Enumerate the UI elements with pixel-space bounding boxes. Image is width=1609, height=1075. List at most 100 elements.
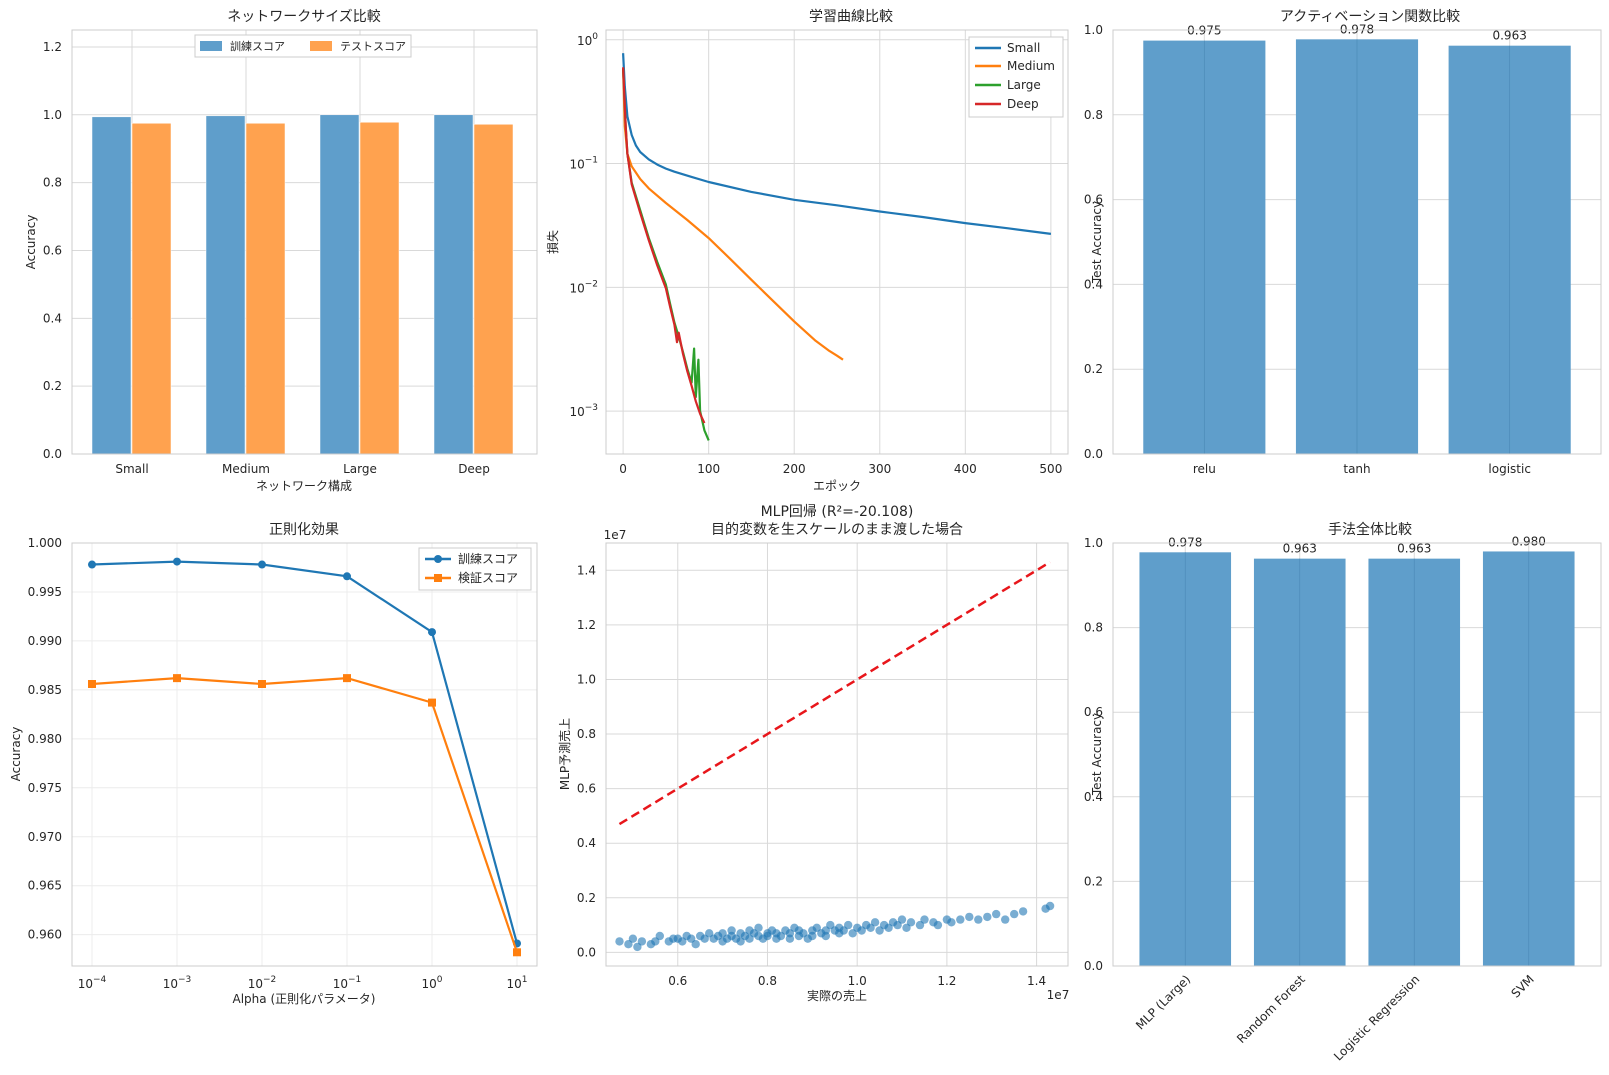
legend-label-large: Large bbox=[1007, 78, 1041, 92]
scatter-point bbox=[956, 915, 965, 924]
plot-frame bbox=[605, 542, 1069, 967]
scatter-point bbox=[983, 912, 992, 922]
scatter-point bbox=[1018, 907, 1028, 916]
scatter-point bbox=[808, 931, 817, 941]
y-tick-label: 10−3 bbox=[569, 403, 598, 419]
y-tick-label: 0.965 bbox=[28, 879, 62, 893]
bar-medium-test bbox=[245, 123, 286, 455]
scatter-point bbox=[821, 931, 830, 941]
x-tick-label: 400 bbox=[954, 462, 977, 476]
series-line-medium bbox=[622, 69, 844, 361]
legend-label-test: テストスコア bbox=[340, 40, 406, 53]
legend: Small Medium Large Deep bbox=[968, 36, 1064, 118]
scatter-point bbox=[1045, 901, 1055, 911]
scatter-point bbox=[992, 909, 1001, 919]
x-tick-label: logistic bbox=[1488, 462, 1531, 476]
legend-marker-train bbox=[434, 555, 442, 563]
y-offset-label: 1e7 bbox=[604, 528, 627, 542]
x-tick-label: 10−1 bbox=[333, 975, 362, 991]
y-tick-label: 1.4 bbox=[577, 563, 596, 577]
point-validation bbox=[428, 698, 436, 707]
x-tick-label: 0.8 bbox=[758, 974, 777, 988]
legend-label-validation: 検証スコア bbox=[458, 571, 518, 585]
chart-subtitle: 目的変数を生スケールのまま渡した場合 bbox=[711, 521, 963, 538]
plot-frame bbox=[71, 542, 538, 967]
scatter-point bbox=[933, 920, 943, 930]
y-axis-label: Test Accuracy bbox=[1090, 201, 1104, 284]
scatter-point bbox=[691, 940, 700, 949]
y-tick-label: 0.2 bbox=[1084, 362, 1103, 376]
y-tick-label: 0.8 bbox=[1084, 108, 1103, 122]
y-tick-label: 0.960 bbox=[28, 928, 62, 942]
point-validation bbox=[343, 674, 351, 683]
chart-title: 手法全体比較 bbox=[1328, 521, 1412, 538]
x-tick-label: relu bbox=[1193, 462, 1216, 476]
y-axis-label: Accuracy bbox=[9, 727, 23, 782]
legend-label-small: Small bbox=[1007, 41, 1040, 55]
y-axis-label: Test Accuracy bbox=[1090, 713, 1104, 796]
y-tick-label: 0.970 bbox=[28, 830, 62, 844]
bar-large-test bbox=[359, 122, 400, 455]
scatter-point bbox=[727, 926, 736, 935]
data-label: 0.963 bbox=[1283, 542, 1317, 556]
data-label: 0.975 bbox=[1187, 24, 1221, 38]
legend-marker-validation bbox=[434, 574, 442, 582]
scatter-point bbox=[1010, 909, 1019, 919]
x-tick-label: 10−2 bbox=[248, 975, 277, 991]
x-tick-label: 1.4 bbox=[1027, 974, 1046, 988]
y-tick-label: 0.8 bbox=[1084, 621, 1103, 635]
y-tick-label: 0.975 bbox=[28, 781, 62, 795]
x-tick-label: 100 bbox=[697, 462, 720, 476]
data-label: 0.980 bbox=[1512, 534, 1546, 548]
y-tick-label: 1.0 bbox=[577, 672, 596, 686]
y-tick-label: 1.2 bbox=[43, 40, 62, 54]
scatter-point bbox=[920, 915, 929, 924]
y-tick-label: 0.6 bbox=[1084, 705, 1103, 719]
y-tick-label: 0.6 bbox=[1084, 193, 1103, 207]
bar-small-train bbox=[91, 116, 132, 455]
x-tick-label: 100 bbox=[421, 975, 442, 991]
scatter-point bbox=[1001, 915, 1010, 924]
chart-title: MLP回帰 (R²=-20.108) bbox=[761, 503, 914, 520]
y-axis-label: 損失 bbox=[545, 230, 560, 254]
point-validation bbox=[173, 674, 181, 683]
x-tick-label: Large bbox=[343, 462, 377, 476]
y-tick-label: 0.0 bbox=[43, 447, 62, 461]
x-tick-label: 10−4 bbox=[78, 975, 107, 991]
panel-mlp-regression: MLP回帰 (R²=-20.108) 目的変数を生スケールのまま渡した場合 0.… bbox=[557, 503, 1069, 1003]
point-train bbox=[88, 560, 96, 569]
panel-regularization: 正則化効果 10−4 10−3 10−2 10−1 100 101 0.960 0.965 0.… bbox=[9, 522, 538, 1006]
point-train bbox=[173, 557, 181, 566]
y-tick-label: 0.990 bbox=[28, 634, 62, 648]
chart-title: アクティベーション関数比較 bbox=[1280, 9, 1460, 25]
series-line-train bbox=[91, 560, 519, 944]
y-tick-label: 0.0 bbox=[1084, 447, 1103, 461]
scatter-point bbox=[637, 937, 647, 946]
legend: 訓練スコア テストスコア bbox=[194, 34, 412, 58]
x-tick-label: Small bbox=[115, 462, 148, 476]
x-tick-label: Medium bbox=[222, 462, 270, 476]
point-validation bbox=[513, 948, 521, 957]
y-tick-label: 0.8 bbox=[577, 727, 596, 741]
scatter-point bbox=[844, 920, 853, 930]
scatter-point bbox=[870, 918, 880, 927]
point-train bbox=[343, 572, 351, 581]
data-label: 0.963 bbox=[1397, 542, 1431, 556]
x-tick-label: 0.6 bbox=[668, 974, 687, 988]
bar-medium-train bbox=[205, 115, 246, 455]
legend-swatch-train bbox=[200, 41, 222, 51]
series-line-validation bbox=[91, 676, 519, 953]
scatter-point bbox=[785, 934, 795, 943]
y-tick-label: 0.4 bbox=[1084, 277, 1103, 291]
y-tick-label: 0.8 bbox=[43, 176, 62, 190]
plot-frame bbox=[605, 29, 1069, 455]
data-label: 0.978 bbox=[1168, 535, 1202, 549]
chart-title: 正則化効果 bbox=[269, 522, 339, 538]
legend-label-medium: Medium bbox=[1007, 59, 1055, 73]
scatter-point bbox=[655, 931, 664, 941]
y-tick-label: 1.0 bbox=[43, 108, 62, 122]
panel-activation: アクティベーション関数比較 0.975 0.978 0.963 0.0 0.2 0.4 0… bbox=[1084, 9, 1602, 476]
y-tick-label: 10−2 bbox=[569, 279, 598, 295]
x-axis-label: エポック bbox=[813, 479, 861, 493]
